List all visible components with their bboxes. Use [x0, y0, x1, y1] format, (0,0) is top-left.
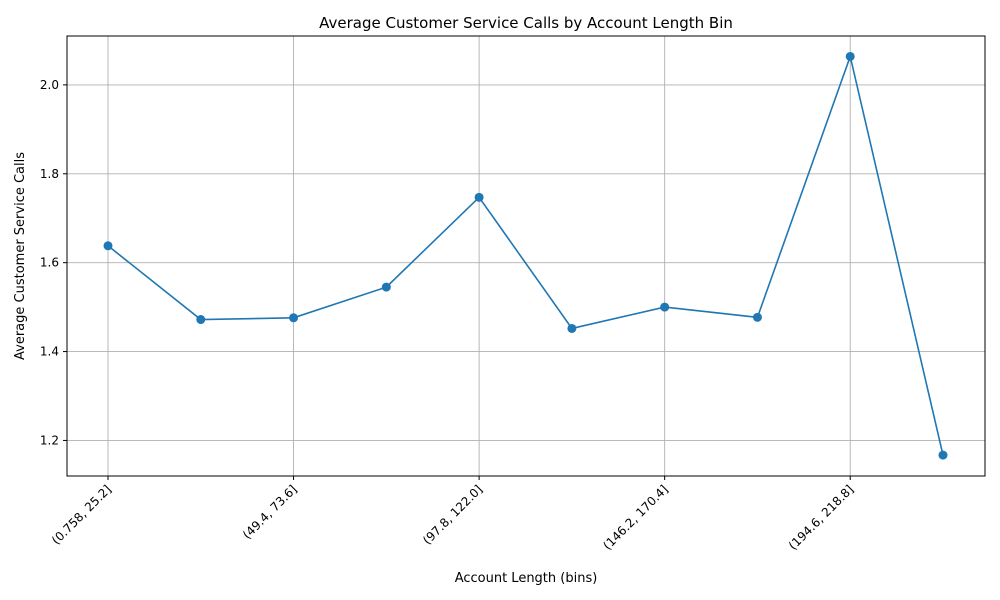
data-point [289, 313, 298, 322]
data-point [567, 324, 576, 333]
data-point [753, 313, 762, 322]
y-ticks: 1.2 1.4 1.6 1.8 2.0 [40, 78, 67, 448]
y-tick-label: 1.6 [40, 256, 59, 270]
data-point [846, 52, 855, 61]
data-point [660, 303, 669, 312]
x-tick-label: (0.758, 25.2] [49, 482, 114, 547]
series [104, 52, 948, 460]
x-tick-label: (194.6, 218.8] [786, 482, 857, 553]
y-tick-label: 1.2 [40, 433, 59, 447]
x-tick-label: (146.2, 170.4] [600, 482, 671, 553]
x-axis-label: Account Length (bins) [455, 571, 598, 586]
x-tick-label: (97.8, 122.0] [420, 482, 485, 547]
grid [67, 36, 985, 476]
y-axis-label: Average Customer Service Calls [13, 152, 28, 360]
data-point [196, 315, 205, 324]
data-point [382, 283, 391, 292]
x-tick-label: (49.4, 73.6] [240, 482, 300, 542]
plot-frame [67, 36, 985, 476]
x-ticks: (0.758, 25.2] (49.4, 73.6] (97.8, 122.0] (1… [49, 476, 856, 553]
chart-title: Average Customer Service Calls by Accoun… [319, 14, 733, 32]
series-line [108, 56, 943, 455]
y-tick-label: 1.8 [40, 167, 59, 181]
y-tick-label: 1.4 [40, 345, 59, 359]
data-point [104, 241, 113, 250]
y-tick-label: 2.0 [40, 78, 59, 92]
data-point [939, 451, 948, 460]
data-point [475, 193, 484, 202]
